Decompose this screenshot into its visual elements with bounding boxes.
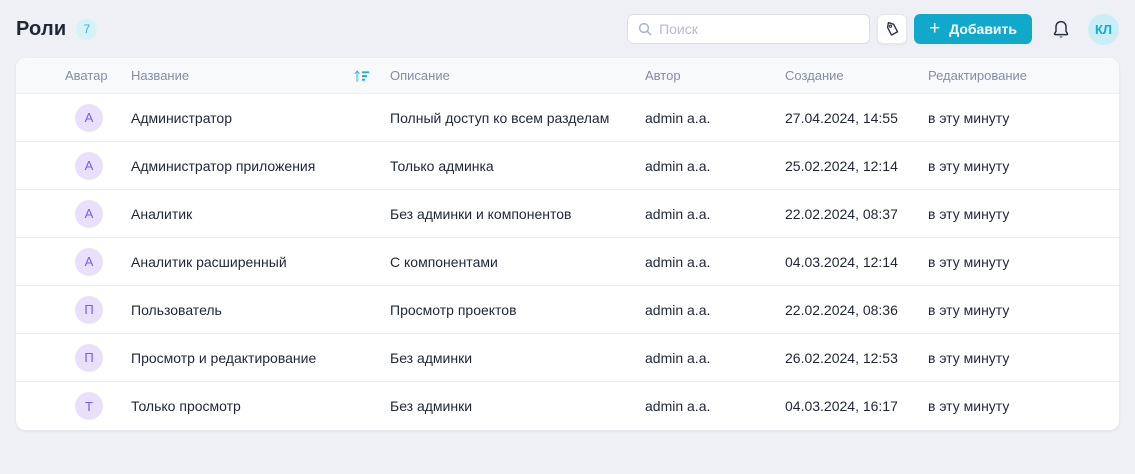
sort-ascending-icon [354,69,369,82]
role-avatar-cell: Т [16,392,131,420]
role-description: Только админка [390,157,494,174]
table-row[interactable]: П Просмотр и редактирование Без админки … [16,334,1119,382]
column-header-name[interactable]: Название [131,67,390,85]
title-wrap: Роли 7 [16,17,98,41]
table-row[interactable]: П Пользователь Просмотр проектов admin a… [16,286,1119,334]
role-avatar: А [75,151,103,180]
table-row[interactable]: Т Только просмотр Без админки admin a.a.… [16,382,1119,430]
role-author: admin a.a. [645,205,711,222]
role-edited: в эту минуту [928,349,1010,366]
role-edited: в эту минуту [928,253,1010,270]
role-avatar: А [75,247,103,276]
tags-button[interactable] [877,14,908,44]
bell-icon [1053,20,1069,37]
role-description: Без админки [390,349,473,366]
role-description: Просмотр проектов [390,301,517,318]
role-name: Просмотр и редактирование [131,349,317,366]
role-edited: в эту минуту [928,205,1010,222]
add-button[interactable]: + Добавить [914,14,1032,44]
role-created: 04.03.2024, 16:17 [785,398,898,414]
role-edited: в эту минуту [928,301,1010,318]
column-header-author: Автор [645,68,681,83]
page-title: Роли [16,17,67,40]
role-created: 27.04.2024, 14:55 [785,109,898,126]
sort-button[interactable] [352,67,370,85]
count-badge: 7 [76,18,98,40]
column-header-description: Описание [390,68,450,83]
role-avatar: Т [75,392,103,420]
topbar: Роли 7 + Добавить [0,0,1135,58]
role-avatar: А [75,103,103,132]
table-row[interactable]: А Администратор Полный доступ ко всем ра… [16,94,1119,142]
role-author: admin a.a. [645,398,711,414]
table-row[interactable]: А Аналитик расширенный С компонентами ad… [16,238,1119,286]
role-author: admin a.a. [645,349,711,366]
plus-icon: + [929,17,941,39]
role-name: Аналитик [131,205,193,222]
role-avatar-cell: А [16,247,131,276]
column-header-created: Создание [785,68,844,83]
tag-icon [886,21,898,36]
roles-table-card: Аватар Название Описание Автор Создание … [16,58,1119,430]
role-avatar-cell: А [16,103,131,132]
user-avatar[interactable]: КЛ [1088,13,1119,45]
role-avatar: П [75,295,103,324]
column-header-edited: Редактирование [928,68,1028,83]
role-created: 26.02.2024, 12:53 [785,349,898,366]
table-row[interactable]: А Аналитик Без админки и компонентов adm… [16,190,1119,238]
role-name: Только просмотр [131,398,241,414]
role-created: 25.02.2024, 12:14 [785,157,898,174]
role-description: Без админки [390,398,473,414]
search-box[interactable] [627,14,871,44]
role-edited: в эту минуту [928,398,1010,414]
role-name: Администратор приложения [131,157,316,174]
add-button-label: Добавить [949,21,1017,37]
column-header-name-label: Название [131,68,190,83]
role-description: Полный доступ ко всем разделам [390,109,610,126]
role-edited: в эту минуту [928,157,1010,174]
role-created: 04.03.2024, 12:14 [785,253,898,270]
role-avatar-cell: А [16,151,131,180]
role-name: Администратор [131,109,233,126]
search-icon [638,22,652,36]
role-created: 22.02.2024, 08:36 [785,301,898,318]
notifications-button[interactable] [1051,19,1071,40]
search-input[interactable] [659,21,860,37]
table-header-row: Аватар Название Описание Автор Создание … [16,58,1119,94]
role-avatar: А [75,199,103,228]
role-author: admin a.a. [645,109,711,126]
role-created: 22.02.2024, 08:37 [785,205,898,222]
role-avatar-cell: П [16,295,131,324]
role-edited: в эту минуту [928,109,1010,126]
role-author: admin a.a. [645,301,711,318]
role-name: Аналитик расширенный [131,253,287,270]
role-name: Пользователь [131,301,222,318]
role-description: Без админки и компонентов [390,205,572,222]
role-author: admin a.a. [645,157,711,174]
table-row[interactable]: А Администратор приложения Только админк… [16,142,1119,190]
role-description: С компонентами [390,253,498,270]
role-avatar-cell: П [16,343,131,372]
role-avatar: П [75,343,103,372]
role-author: admin a.a. [645,253,711,270]
role-avatar-cell: А [16,199,131,228]
table-body: А Администратор Полный доступ ко всем ра… [16,94,1119,430]
column-header-avatar: Аватар [65,68,108,83]
